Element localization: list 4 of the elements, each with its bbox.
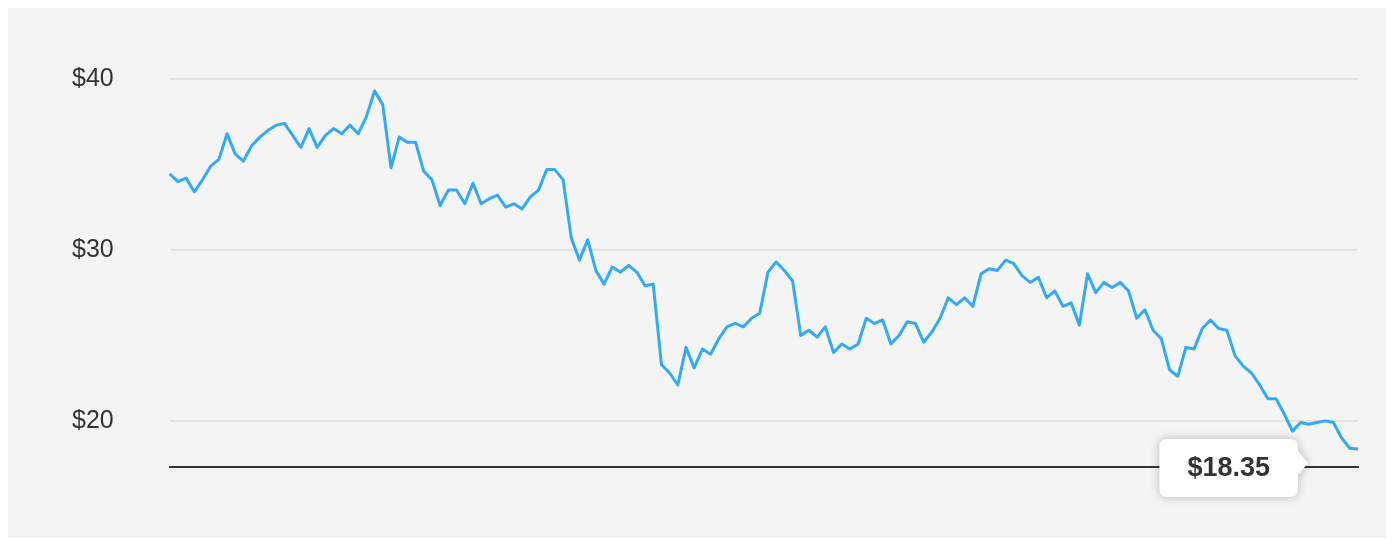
y-tick-label: $30 bbox=[71, 233, 114, 262]
y-tick-label: $40 bbox=[71, 62, 114, 91]
y-tick-label: $20 bbox=[71, 404, 114, 433]
annotation: $18.35 bbox=[1187, 451, 1271, 482]
